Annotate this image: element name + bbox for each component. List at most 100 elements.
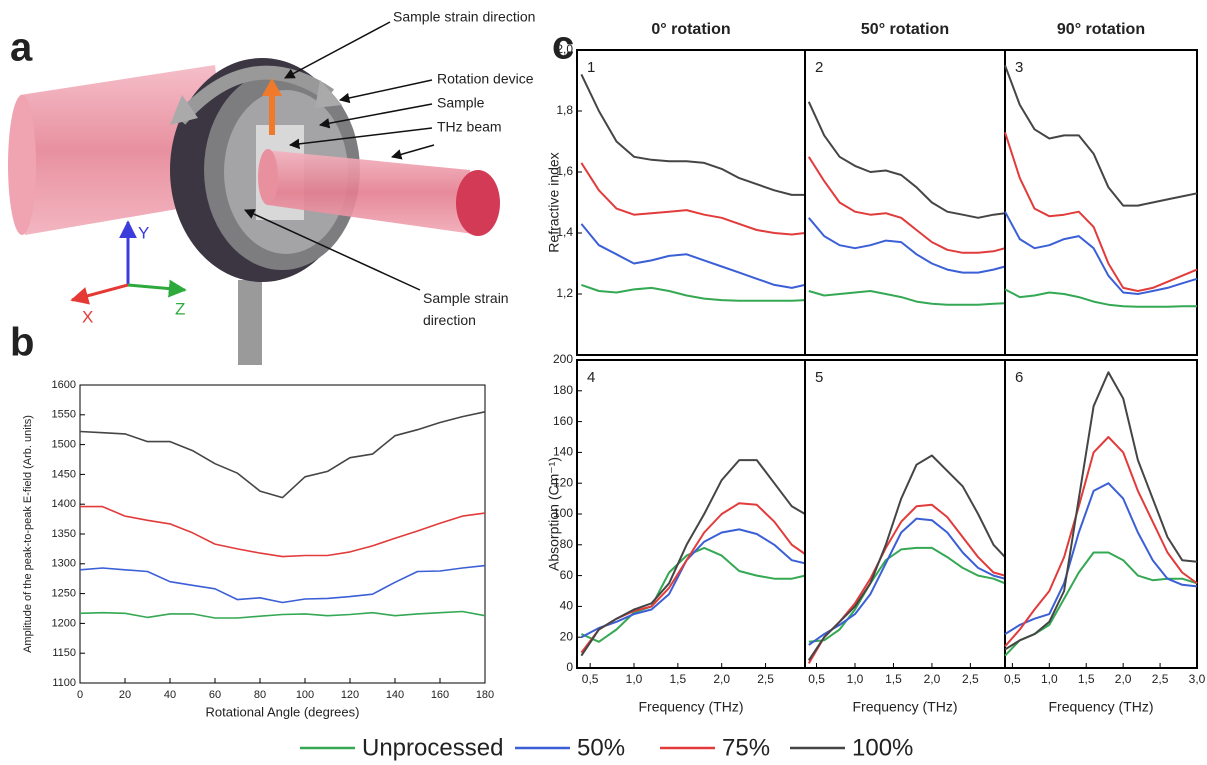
- panel-label: c: [552, 24, 574, 68]
- x-tick-label: 40: [164, 689, 176, 701]
- x-tick-label: 1,5: [885, 672, 902, 686]
- series-line: [580, 73, 805, 196]
- panel-number: 4: [587, 369, 595, 386]
- series-line: [1004, 482, 1198, 635]
- x-tick-label: 1,5: [670, 672, 687, 686]
- axis-letter: Y: [138, 223, 149, 242]
- x-tick-label: 2,5: [757, 672, 774, 686]
- y-tick-label: 1,2: [556, 286, 573, 300]
- x-tick-label: 140: [386, 689, 404, 701]
- column-title: 50° rotation: [861, 21, 949, 38]
- x-axis-label: Frequency (THz): [852, 699, 957, 715]
- series-line: [79, 411, 486, 499]
- annotation: Sample strain direction: [393, 9, 535, 25]
- x-tick-label: 80: [254, 689, 266, 701]
- y-axis-label: Refractive index: [546, 152, 562, 252]
- y-axis-label: Amplitude of the peak-to-peak E-field (A…: [22, 415, 34, 653]
- plot-frame: [804, 49, 1006, 356]
- series-line: [580, 459, 806, 657]
- x-tick-label: 1,5: [1078, 672, 1095, 686]
- y-axis-label: Absorption (Cm⁻¹): [546, 457, 562, 571]
- y-tick-label: 1100: [52, 677, 76, 689]
- legend-label: 50%: [577, 734, 625, 761]
- panel-label: a: [10, 26, 33, 70]
- series-line: [1004, 551, 1198, 657]
- legend-label: 100%: [852, 734, 913, 761]
- legend-label: 75%: [722, 734, 770, 761]
- legend-label: Unprocessed: [362, 734, 503, 761]
- y-tick-label: 1350: [52, 528, 76, 540]
- annotation: THz beam: [437, 119, 502, 135]
- panel-number: 3: [1015, 59, 1023, 76]
- x-tick-label: 1,0: [847, 672, 864, 686]
- plot-frame: [804, 359, 1006, 669]
- y-tick-label: 1300: [52, 558, 76, 570]
- x-tick-label: 180: [476, 689, 494, 701]
- x-tick-label: 160: [431, 689, 449, 701]
- y-tick-label: 60: [560, 568, 574, 582]
- x-tick-label: 0,5: [1004, 672, 1021, 686]
- plot-frame: [1004, 359, 1198, 669]
- y-tick-label: 20: [560, 629, 574, 643]
- x-axis-label: Rotational Angle (degrees): [206, 704, 360, 719]
- series-line: [581, 283, 806, 302]
- series-line: [580, 223, 806, 289]
- x-axis-label: Frequency (THz): [638, 699, 743, 715]
- series-line: [1004, 131, 1198, 292]
- series-line: [807, 156, 1006, 254]
- y-tick-label: 1500: [52, 439, 76, 451]
- series-line: [1004, 371, 1198, 651]
- illustration: [8, 21, 500, 365]
- series-line: [1004, 436, 1198, 648]
- series-line: [80, 505, 486, 558]
- series-line: [79, 564, 486, 604]
- series-line: [580, 162, 806, 236]
- y-tick-label: 0: [566, 660, 573, 674]
- x-axis-label: Frequency (THz): [1048, 699, 1153, 715]
- annotation: Sample strain direction: [423, 290, 509, 328]
- annotation: Rotation device: [437, 71, 534, 87]
- x-tick-label: 0: [77, 689, 83, 701]
- column-title: 90° rotation: [1057, 21, 1145, 38]
- column-title: 0° rotation: [651, 21, 730, 38]
- x-tick-label: 120: [341, 689, 359, 701]
- series-line: [1004, 288, 1197, 308]
- y-tick-label: 40: [560, 599, 574, 613]
- y-tick-label: 1400: [52, 498, 76, 510]
- series-line: [807, 101, 1006, 219]
- y-tick-label: 1,6: [556, 164, 573, 178]
- x-tick-label: 100: [296, 689, 314, 701]
- x-tick-label: 2,0: [1115, 672, 1132, 686]
- y-tick-label: 120: [553, 475, 573, 489]
- y-tick-label: 100: [553, 506, 573, 520]
- y-tick-label: 160: [553, 414, 573, 428]
- series-line: [580, 546, 806, 643]
- x-tick-label: 0,5: [808, 672, 825, 686]
- annotation: Sample: [437, 95, 485, 111]
- y-tick-label: 1550: [52, 409, 76, 421]
- plot-frame: [79, 384, 486, 684]
- series-line: [1004, 64, 1198, 207]
- x-tick-label: 2,5: [1152, 672, 1169, 686]
- axis-letter: X: [82, 307, 93, 326]
- y-tick-label: 80: [560, 537, 574, 551]
- series-line: [580, 528, 806, 639]
- x-tick-label: 2,0: [924, 672, 941, 686]
- y-tick-label: 1200: [52, 617, 76, 629]
- x-tick-label: 2,0: [713, 672, 730, 686]
- series-line: [1004, 211, 1198, 295]
- x-tick-label: 3,0: [1189, 672, 1206, 686]
- y-tick-label: 1600: [52, 379, 76, 391]
- panel-number: 6: [1015, 369, 1023, 386]
- y-tick-label: 1250: [52, 588, 76, 600]
- y-tick-label: 1,4: [556, 225, 573, 239]
- series-line: [808, 517, 1006, 646]
- x-tick-label: 1,0: [626, 672, 643, 686]
- panel-number: 2: [815, 59, 823, 76]
- series-line: [79, 610, 486, 619]
- x-tick-label: 20: [119, 689, 131, 701]
- y-tick-label: 2,0: [556, 42, 573, 56]
- y-tick-label: 1450: [52, 468, 76, 480]
